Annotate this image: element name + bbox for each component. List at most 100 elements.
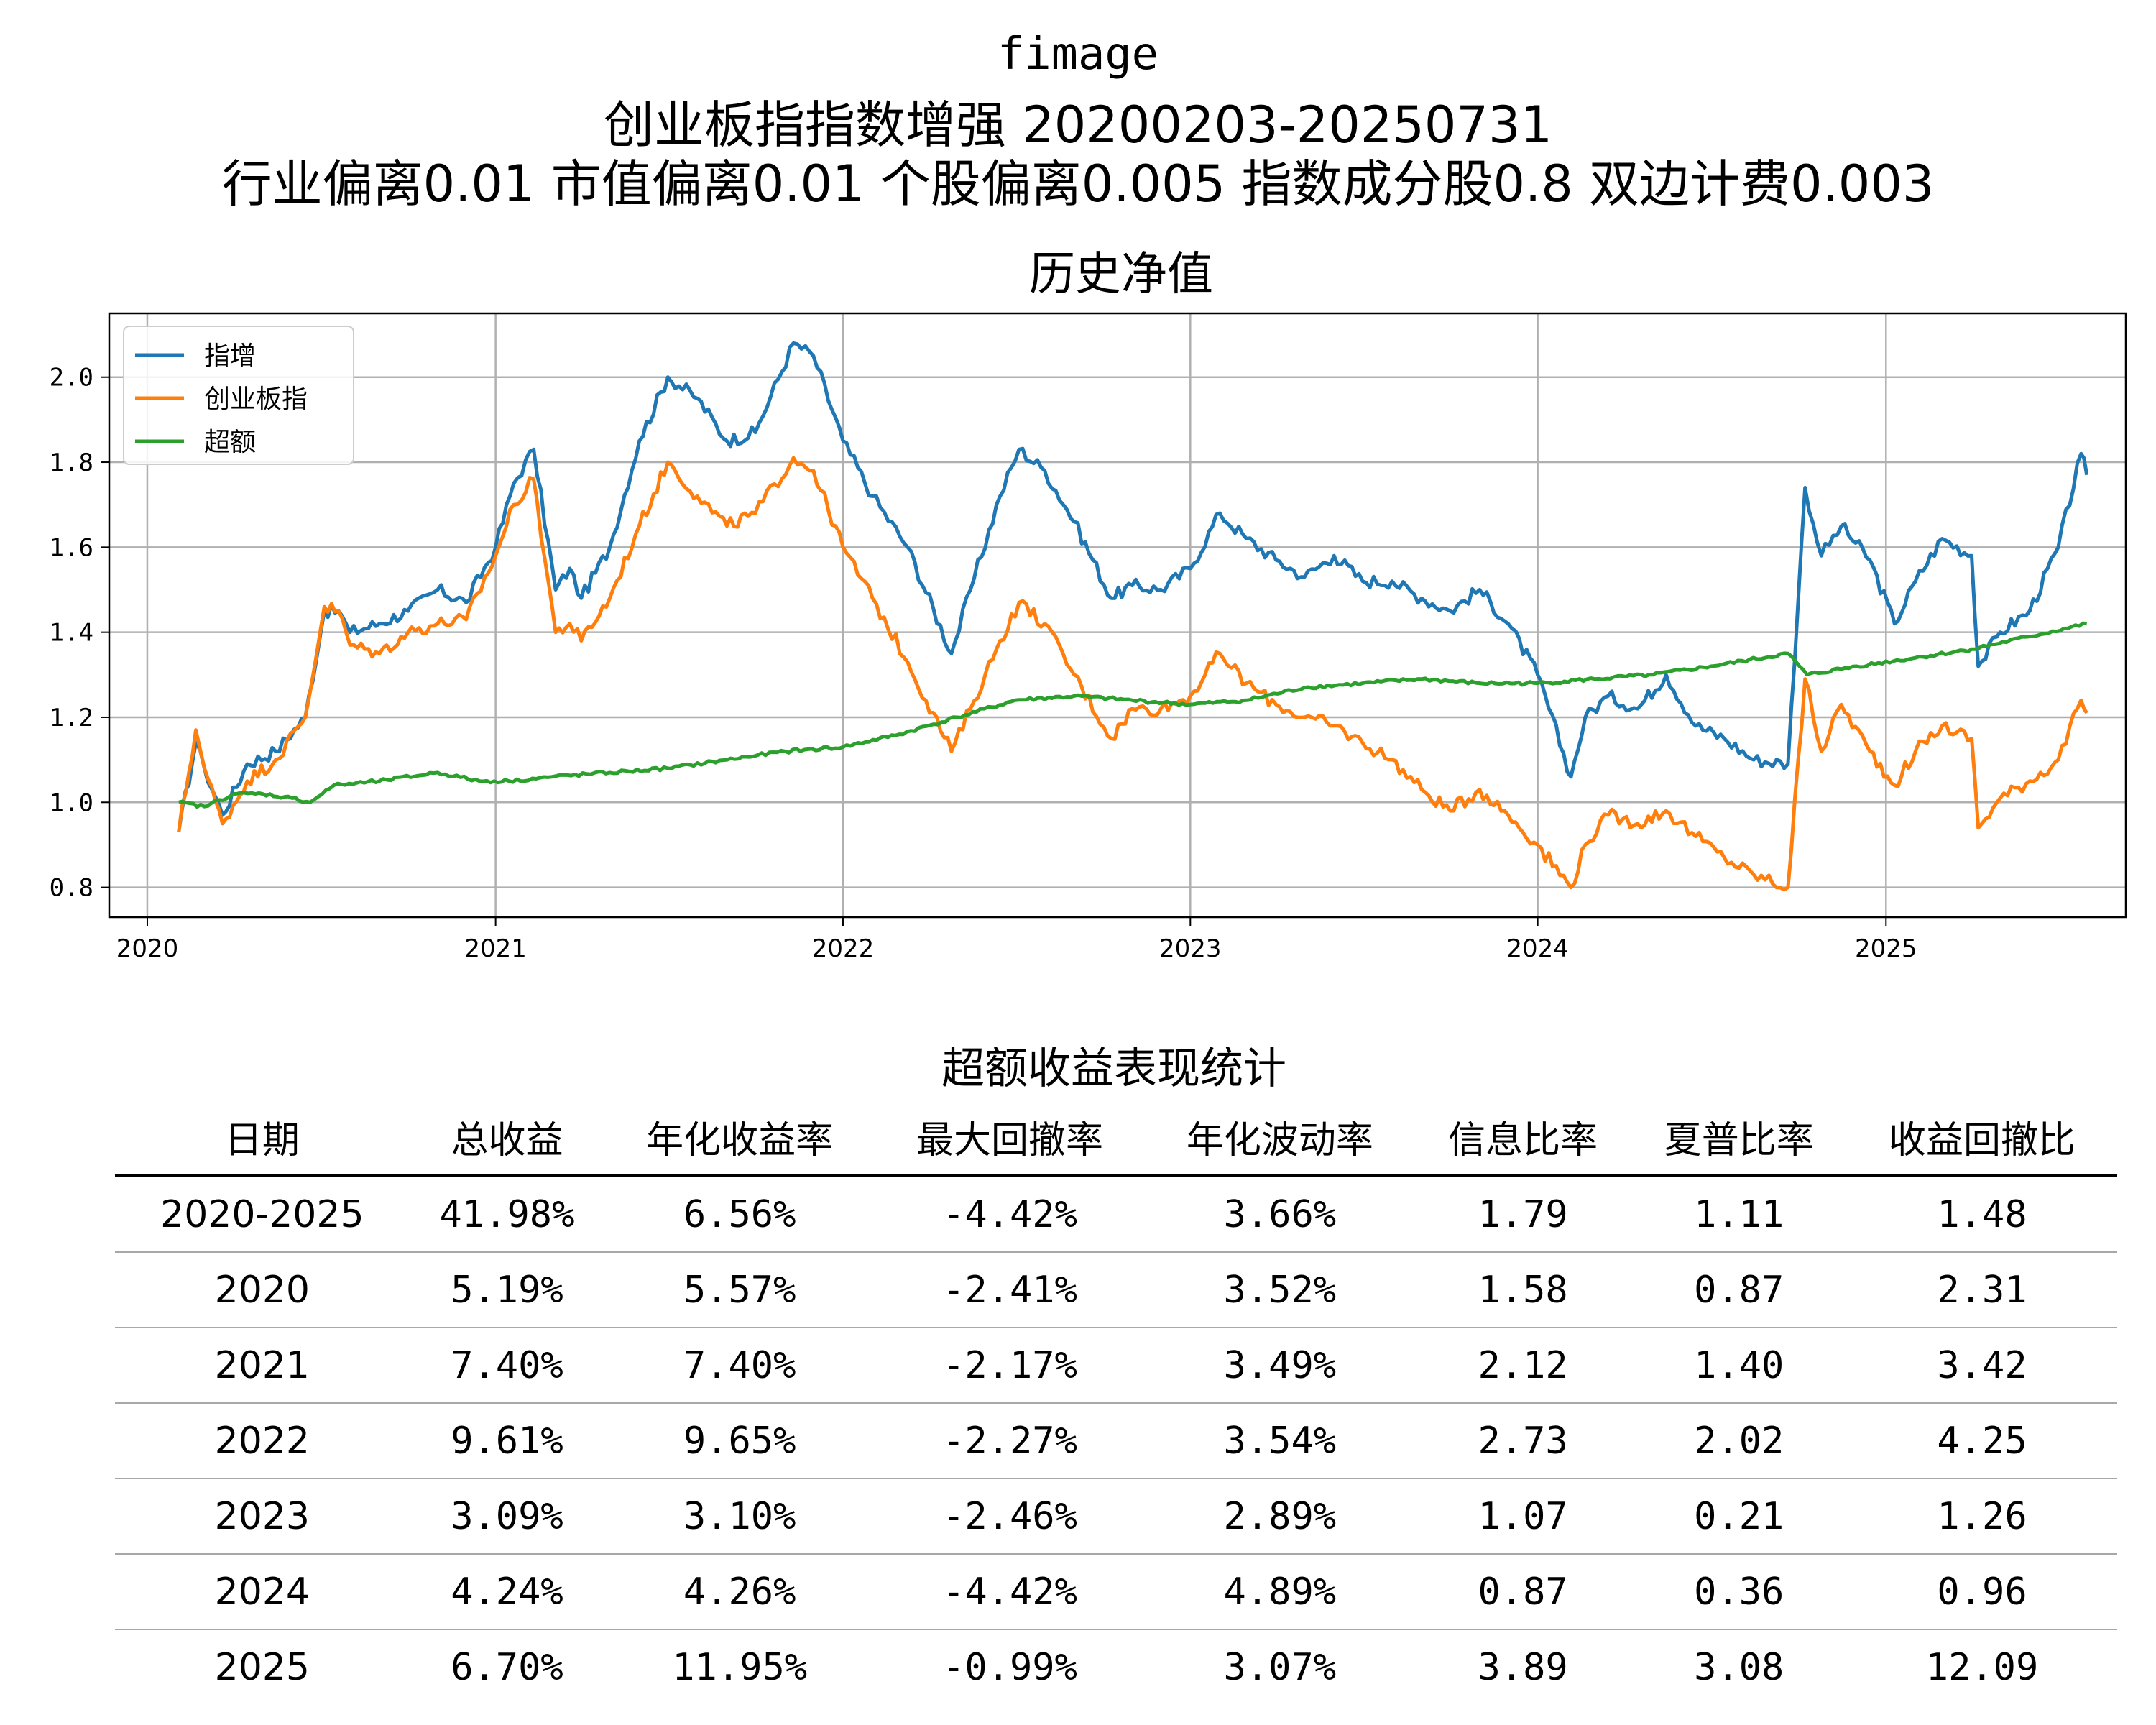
stats-header-row: 日期 总收益 年化收益率 最大回撤率 年化波动率 信息比率 夏普比率 收益回撤比	[115, 1098, 2117, 1177]
row-value-cell: 1.58	[1414, 1252, 1631, 1328]
chart-series	[177, 341, 2089, 892]
series-line-1	[177, 456, 2088, 892]
row-value-cell: 3.07%	[1223, 1645, 1337, 1689]
figure-title-line-3: 行业偏离0.01 市值偏离0.01 个股偏离0.005 指数成分股0.8 双边计…	[221, 155, 1935, 213]
row-value-cell: -4.42%	[875, 1554, 1145, 1630]
row-value-cell: 9.61%	[409, 1403, 605, 1479]
row-period-cell: 2022	[115, 1403, 410, 1479]
row-value-cell: 1.07	[1414, 1478, 1631, 1555]
row-value-cell: -2.46%	[875, 1478, 1145, 1555]
row-value-cell: 4.26%	[604, 1554, 875, 1630]
row-value-cell: -0.99%	[942, 1645, 1077, 1689]
row-value-cell: 12.09	[1925, 1645, 2039, 1689]
series-line-0	[177, 341, 2089, 833]
series-line-2	[178, 621, 2088, 809]
chart-grid	[109, 313, 2126, 917]
row-value-cell: 6.56%	[604, 1176, 875, 1253]
x-tick-label: 2024	[1506, 934, 1569, 963]
row-period-cell: 2020	[115, 1252, 410, 1328]
row-value-cell: 1.11	[1631, 1176, 1848, 1253]
row-value-cell: 3.52%	[1144, 1252, 1415, 1328]
table-row: 2022 9.61% 9.65% -2.27% 3.54% 2.73 2.02 4.25	[115, 1403, 2117, 1479]
row-value-cell: 2.02	[1631, 1403, 1848, 1479]
row-value-cell: -4.42%	[875, 1176, 1145, 1253]
table-row: 2020 5.19% 5.57% -2.41% 3.52% 1.58 0.87 2.31	[115, 1252, 2117, 1328]
stats-table: 日期 总收益 年化收益率 最大回撤率 年化波动率 信息比率 夏普比率 收益回撤比 2020-2…	[115, 1098, 2117, 1704]
row-value-cell: 11.95%	[672, 1645, 808, 1689]
table-row: 2020-2025 41.98% 6.56% -4.42% 3.66% 1.79 1.11 1…	[115, 1176, 2117, 1253]
row-value-cell: 0.21	[1631, 1478, 1848, 1555]
row-value-cell: 1.48	[1847, 1176, 2117, 1253]
row-value-cell: 3.10%	[604, 1478, 875, 1555]
table-row: 2025 6.70% 11.95% -0.99% 3.07% 3.89 3.08 12.09	[115, 1629, 2117, 1704]
stats-header-cell: 年化波动率	[1144, 1098, 1415, 1177]
stats-header-cell: 夏普比率	[1631, 1098, 1848, 1177]
row-value-cell: 3.49%	[1144, 1328, 1415, 1404]
plot-frame	[108, 312, 2127, 919]
row-value-cell: 1.79	[1414, 1176, 1631, 1253]
legend-label: 创业板指	[204, 385, 308, 414]
table-row: 2023 3.09% 3.10% -2.46% 2.89% 1.07 0.21 1.26	[115, 1478, 2117, 1555]
axis-ticks: 0.8 1.0 1.2 1.4 1.6 1.8 2.0 2020 2021 2022 2023 202…	[50, 364, 1917, 963]
x-tick-label: 2021	[464, 934, 527, 963]
y-tick-label: 1.2	[50, 704, 93, 732]
row-value-cell: 4.89%	[1144, 1554, 1415, 1630]
stats-header-cell: 收益回撤比	[1847, 1098, 2117, 1177]
stats-header-cell: 年化收益率	[604, 1098, 875, 1177]
y-tick-label: 1.4	[50, 619, 93, 648]
row-value-cell: 4.25	[1847, 1403, 2117, 1479]
figure-title-line-1: fimage	[998, 27, 1158, 80]
x-tick-label: 2020	[116, 934, 179, 963]
y-tick-label: 1.8	[50, 448, 93, 477]
row-value-cell: -2.27%	[875, 1403, 1145, 1479]
chart-title: 历史净值	[1029, 248, 1213, 301]
nav-line-chart: 历史净值 0.8 1.0 1.2 1.4 1.6 1.8 2.0 2020 2021 2022 20…	[50, 248, 2127, 963]
row-period-cell: 2025	[214, 1645, 310, 1689]
row-value-cell: 0.87	[1631, 1252, 1848, 1328]
y-tick-label: 1.0	[50, 788, 93, 817]
row-value-cell: 1.26	[1847, 1478, 2117, 1555]
row-value-cell: 3.89	[1478, 1645, 1568, 1689]
legend-label: 超额	[204, 428, 256, 457]
row-value-cell: 41.98%	[409, 1176, 605, 1253]
row-value-cell: 9.65%	[604, 1403, 875, 1479]
row-value-cell: 3.08	[1694, 1645, 1784, 1689]
row-value-cell: 6.70%	[451, 1645, 563, 1689]
y-tick-label: 2.0	[50, 364, 93, 392]
stats-header-cell: 日期	[115, 1098, 410, 1177]
row-value-cell: 5.57%	[604, 1252, 875, 1328]
row-period-cell: 2024	[115, 1554, 410, 1630]
row-value-cell: 5.19%	[409, 1252, 605, 1328]
legend-box	[123, 326, 354, 465]
row-value-cell: 7.40%	[409, 1328, 605, 1404]
row-period-cell: 2021	[115, 1328, 410, 1404]
legend-label: 指增	[204, 341, 256, 371]
row-period-cell: 2023	[115, 1478, 410, 1555]
row-value-cell: 4.24%	[409, 1554, 605, 1630]
row-value-cell: 0.96	[1847, 1554, 2117, 1630]
stats-header-cell: 最大回撤率	[875, 1098, 1145, 1177]
stats-header-cell: 总收益	[409, 1098, 605, 1177]
row-value-cell: 2.12	[1414, 1328, 1631, 1404]
figure-title-line-2: 创业板指指数增强 20200203-20250731	[603, 96, 1553, 155]
table-row: 2021 7.40% 7.40% -2.17% 3.49% 2.12 1.40 3.42	[115, 1328, 2117, 1404]
stats-header-cell: 信息比率	[1414, 1098, 1631, 1177]
x-tick-label: 2025	[1855, 934, 1917, 963]
y-tick-label: 1.6	[50, 533, 93, 562]
row-value-cell: 0.87	[1414, 1554, 1631, 1630]
y-tick-label: 0.8	[50, 874, 93, 903]
row-value-cell: 1.40	[1631, 1328, 1848, 1404]
x-tick-label: 2022	[812, 934, 875, 963]
row-value-cell: 2.89%	[1144, 1478, 1415, 1555]
row-value-cell: 2.31	[1847, 1252, 2117, 1328]
row-value-cell: 7.40%	[604, 1328, 875, 1404]
row-value-cell: 3.09%	[409, 1478, 605, 1555]
row-value-cell: -2.17%	[875, 1328, 1145, 1404]
row-value-cell: 3.66%	[1144, 1176, 1415, 1253]
row-value-cell: 2.73	[1414, 1403, 1631, 1479]
x-tick-label: 2023	[1159, 934, 1222, 963]
row-value-cell: 0.36	[1631, 1554, 1848, 1630]
stats-body: 2020-2025 41.98% 6.56% -4.42% 3.66% 1.79 1.11 1…	[115, 1176, 2117, 1704]
stats-table-title: 超额收益表现统计	[941, 1044, 1286, 1094]
